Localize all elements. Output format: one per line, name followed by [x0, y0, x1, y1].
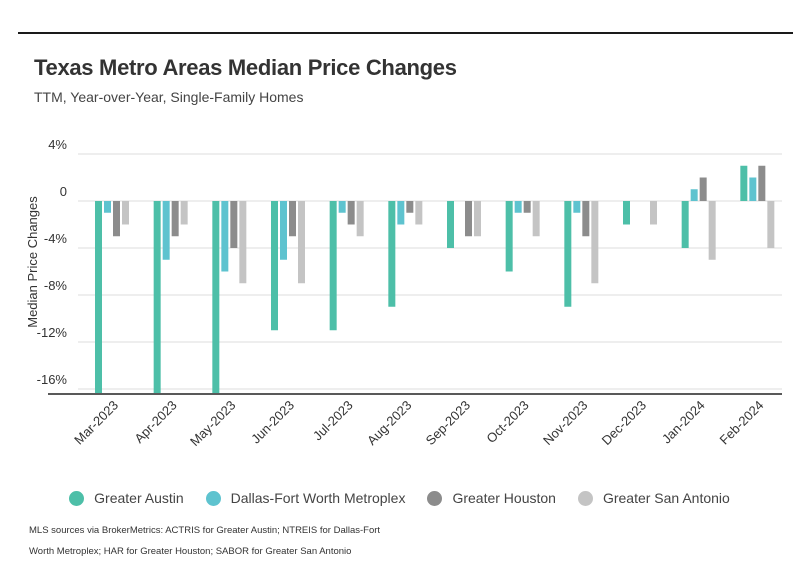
chart-frame: [18, 32, 793, 562]
bar-dfw-feb-2024: [749, 177, 757, 201]
bar-sanantonio-oct-2023: [532, 201, 540, 237]
legend-label: Greater Austin: [94, 490, 184, 506]
x-tick-label: Nov-2023: [540, 398, 590, 448]
bar-sanantonio-jul-2023: [356, 201, 364, 237]
bar-austin-oct-2023: [505, 201, 513, 272]
bar-sanantonio-aug-2023: [415, 201, 423, 225]
y-axis-ticks: 4% 0 -4% -8% -12% -16%: [37, 137, 68, 387]
bar-dfw-aug-2023: [397, 201, 405, 225]
bar-austin-may-2023: [212, 201, 220, 393]
bar-austin-jun-2023: [271, 201, 278, 331]
bars: [95, 165, 775, 393]
bar-sanantonio-jun-2023: [298, 201, 305, 284]
bar-sanantonio-mar-2023: [122, 201, 129, 225]
legend-item-sanantonio: Greater San Antonio: [577, 490, 730, 506]
bar-houston-mar-2023: [113, 201, 120, 237]
y-tick-label: -16%: [37, 372, 68, 387]
bar-dfw-nov-2023: [573, 201, 581, 213]
bar-sanantonio-dec-2023: [650, 201, 657, 225]
bar-dfw-jul-2023: [338, 201, 346, 213]
legend-item-houston: Greater Houston: [427, 490, 556, 506]
legend-swatch: [69, 490, 85, 506]
legend-item-dfw: Dallas-Fort Worth Metroplex: [205, 490, 406, 506]
bar-houston-may-2023: [230, 201, 238, 248]
bar-austin-aug-2023: [388, 201, 396, 307]
x-tick-label: Jan-2024: [659, 398, 708, 447]
x-tick-label: Aug-2023: [364, 398, 414, 448]
bar-dfw-mar-2023: [104, 201, 111, 213]
x-tick-label: Jul-2023: [310, 398, 356, 444]
legend-label: Greater San Antonio: [602, 490, 730, 506]
y-tick-label: -8%: [44, 278, 68, 293]
bar-austin-nov-2023: [564, 201, 572, 307]
bar-austin-apr-2023: [153, 201, 161, 393]
x-tick-label: Mar-2023: [71, 398, 121, 448]
bar-sanantonio-apr-2023: [180, 201, 188, 225]
x-tick-label: May-2023: [187, 398, 238, 449]
bar-austin-dec-2023: [623, 201, 630, 225]
bar-sanantonio-jan-2024: [708, 201, 716, 260]
legend-item-austin: Greater Austin: [69, 490, 184, 506]
bar-austin-feb-2024: [740, 165, 748, 201]
bar-houston-apr-2023: [171, 201, 179, 237]
bar-houston-oct-2023: [523, 201, 531, 213]
bar-austin-sep-2023: [447, 201, 454, 248]
legend-swatch: [577, 490, 593, 506]
legend-label: Dallas-Fort Worth Metroplex: [230, 490, 406, 506]
bar-dfw-jun-2023: [280, 201, 287, 260]
bar-austin-jan-2024: [681, 201, 689, 248]
bar-houston-jul-2023: [347, 201, 355, 225]
chart-subtitle: TTM, Year-over-Year, Single-Family Homes: [34, 89, 304, 105]
bar-dfw-apr-2023: [162, 201, 170, 260]
y-tick-label: -4%: [44, 231, 68, 246]
bar-sanantonio-may-2023: [239, 201, 247, 284]
bar-austin-mar-2023: [95, 201, 102, 393]
bar-houston-jun-2023: [289, 201, 296, 237]
y-axis-label: Median Price Changes: [25, 196, 40, 328]
bar-austin-jul-2023: [329, 201, 337, 331]
bar-houston-nov-2023: [582, 201, 590, 237]
x-tick-label: Sep-2023: [423, 398, 473, 448]
y-tick-label: 0: [60, 184, 67, 199]
x-tick-label: Apr-2023: [131, 398, 179, 446]
bar-dfw-oct-2023: [514, 201, 522, 213]
chart-title: Texas Metro Areas Median Price Changes: [34, 55, 457, 80]
bar-houston-jan-2024: [699, 177, 707, 201]
source-note: MLS sources via BrokerMetrics: ACTRIS fo…: [29, 525, 381, 557]
x-tick-label: Feb-2024: [716, 398, 766, 448]
legend-label: Greater Houston: [452, 490, 556, 506]
y-tick-label: 4%: [48, 137, 67, 152]
bar-houston-aug-2023: [406, 201, 414, 213]
y-tick-label: -12%: [37, 325, 68, 340]
x-tick-label: Jun-2023: [248, 398, 297, 447]
legend: Greater Austin Dallas-Fort Worth Metrople…: [0, 490, 799, 506]
x-tick-label: Dec-2023: [599, 398, 649, 448]
bar-sanantonio-sep-2023: [474, 201, 481, 237]
bar-dfw-may-2023: [221, 201, 229, 272]
legend-swatch: [205, 490, 221, 506]
x-tick-label: Oct-2023: [483, 398, 531, 446]
bar-dfw-jan-2024: [690, 189, 698, 201]
bar-houston-feb-2024: [758, 165, 766, 201]
bar-sanantonio-feb-2024: [767, 201, 775, 248]
x-axis-ticks: Mar-2023 Apr-2023 May-2023 Jun-2023 Jul-2023…: [71, 398, 766, 449]
gridlines: [78, 153, 782, 390]
bar-houston-sep-2023: [465, 201, 472, 237]
bar-sanantonio-nov-2023: [591, 201, 599, 284]
legend-swatch: [427, 490, 443, 506]
